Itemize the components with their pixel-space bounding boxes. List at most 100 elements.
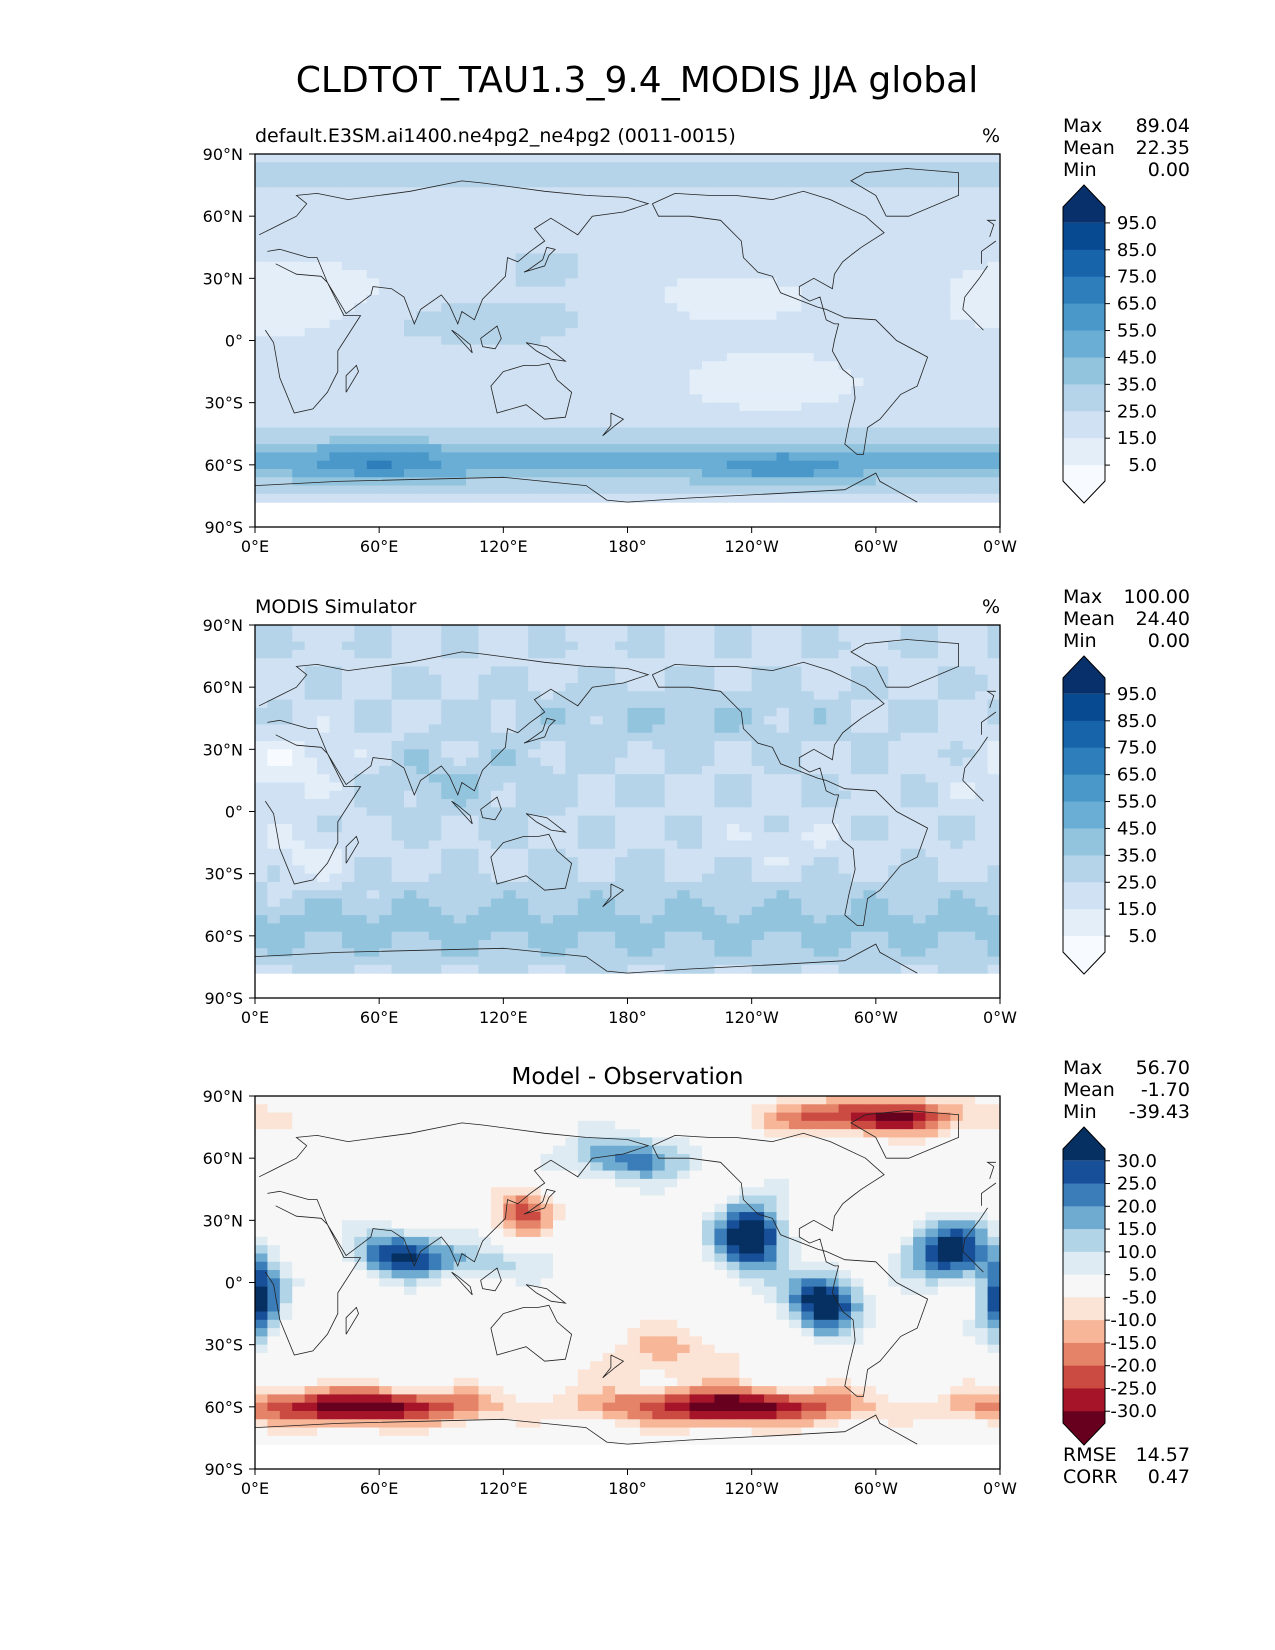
field-cell: [900, 699, 914, 709]
field-cell: [677, 228, 691, 238]
field-cell: [379, 361, 393, 371]
field-cell: [590, 460, 604, 470]
field-cell: [627, 410, 641, 420]
field-cell: [590, 666, 604, 676]
field-cell: [888, 757, 902, 767]
field-cell: [292, 790, 306, 800]
field-cell: [813, 691, 827, 701]
field-cell: [950, 699, 964, 709]
field-cell: [851, 311, 865, 321]
field-cell: [813, 741, 827, 750]
field-cell: [639, 915, 653, 924]
field-cell: [627, 352, 641, 362]
field-cell: [317, 683, 331, 692]
field-cell: [652, 402, 666, 412]
field-cell: [615, 923, 629, 933]
field-cell: [366, 873, 380, 883]
field-cell: [553, 923, 567, 933]
field-cell: [627, 848, 641, 858]
field-cell: [317, 649, 331, 659]
field-cell: [627, 319, 641, 329]
field-cell: [391, 683, 405, 692]
field-cell: [826, 666, 840, 676]
field-cell: [466, 245, 480, 255]
field-cell: [279, 311, 293, 321]
field-cell: [813, 419, 827, 429]
field-cell: [304, 245, 318, 255]
field-cell: [652, 203, 666, 213]
field-cell: [962, 724, 976, 734]
field-cell: [987, 468, 1001, 478]
field-cell: [739, 948, 753, 958]
field-cell: [292, 923, 306, 933]
field-cell: [416, 790, 430, 800]
field-cell: [478, 666, 492, 676]
field-cell: [404, 774, 418, 784]
field-cell: [453, 724, 467, 734]
field-cell: [677, 666, 691, 676]
field-cell: [317, 212, 331, 221]
field-cell: [677, 749, 691, 759]
field-cell: [813, 195, 827, 205]
field-cell: [714, 410, 728, 420]
field-cell: [428, 799, 442, 808]
field-cell: [279, 898, 293, 908]
field-cell: [292, 707, 306, 717]
field-cell: [677, 898, 691, 908]
field-cell: [615, 832, 629, 842]
field-cell: [764, 774, 778, 784]
field-cell: [937, 286, 951, 296]
field-cell: [453, 328, 467, 337]
field-cell: [851, 840, 865, 850]
field-cell: [788, 741, 802, 750]
field-cell: [255, 857, 269, 866]
field-cell: [404, 865, 418, 875]
field-cell: [962, 807, 976, 817]
field-cell: [826, 278, 840, 288]
field-cell: [267, 774, 281, 784]
field-cell: [975, 658, 989, 668]
field-cell: [739, 649, 753, 659]
field-cell: [639, 790, 653, 800]
field-cell: [639, 774, 653, 784]
field-cell: [739, 906, 753, 916]
field-cell: [677, 328, 691, 337]
field-cell: [441, 170, 455, 180]
field-cell: [975, 782, 989, 792]
field-cell: [279, 699, 293, 709]
field-cell: [925, 278, 939, 288]
field-cell: [478, 460, 492, 470]
field-cell: [304, 170, 318, 180]
field-cell: [602, 915, 616, 924]
field-cell: [453, 741, 467, 750]
field-cell: [279, 658, 293, 668]
field-cell: [391, 906, 405, 916]
field-cell: [702, 220, 716, 230]
field-cell: [292, 386, 306, 395]
field-cell: [553, 203, 567, 213]
field-cell: [689, 270, 703, 279]
field-cell: [515, 898, 529, 908]
field-cell: [404, 477, 418, 487]
field-cell: [652, 195, 666, 205]
field-cell: [875, 807, 889, 817]
field-cell: [826, 170, 840, 180]
field-cell: [503, 377, 517, 387]
field-cell: [726, 303, 740, 313]
field-cell: [677, 782, 691, 792]
field-cell: [689, 898, 703, 908]
field-cell: [851, 261, 865, 271]
field-cell: [652, 460, 666, 470]
field-cell: [813, 377, 827, 387]
field-cell: [503, 691, 517, 701]
field-cell: [726, 633, 740, 643]
field-cell: [428, 369, 442, 379]
field-cell: [851, 369, 865, 379]
field-cell: [851, 444, 865, 453]
field-cell: [714, 460, 728, 470]
field-cell: [863, 633, 877, 643]
field-cell: [615, 848, 629, 858]
field-cell: [503, 915, 517, 924]
field-cell: [255, 873, 269, 883]
field-cell: [490, 765, 504, 775]
